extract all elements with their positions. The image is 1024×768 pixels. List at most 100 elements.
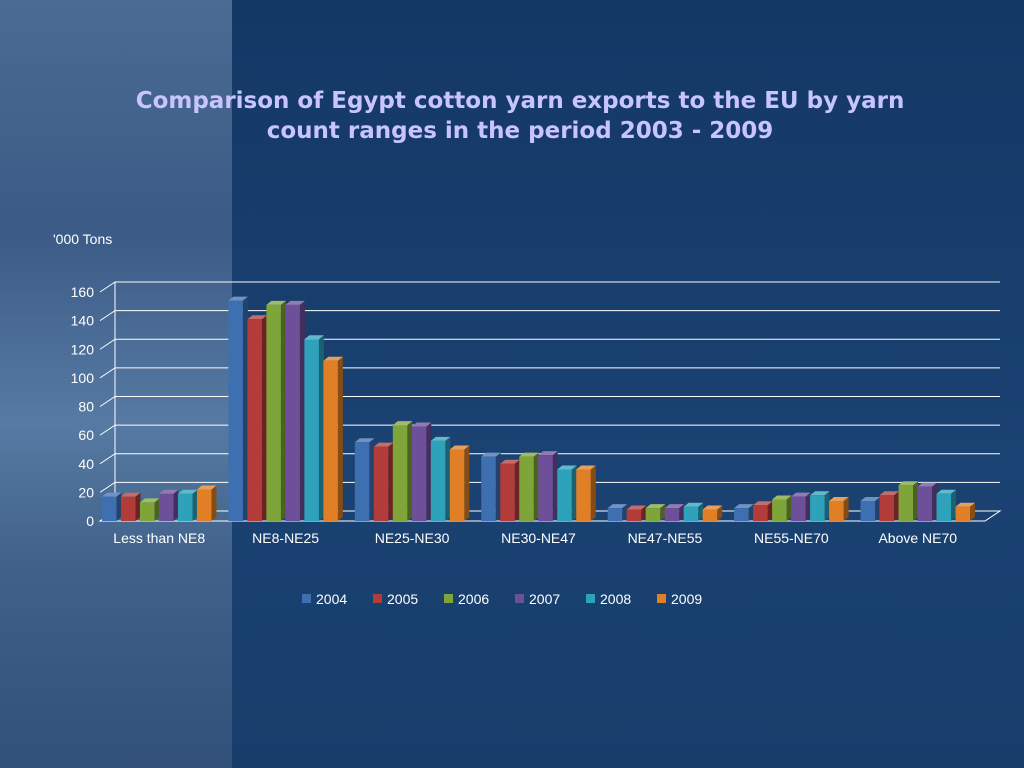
- y-axis-unit-label: '000 Tons: [53, 231, 112, 247]
- category-label: NE25-NE30: [375, 530, 450, 546]
- bar-2009-less-than-ne8: [196, 485, 217, 521]
- y-tick-label: 140: [71, 313, 95, 329]
- bar-2005-ne30-ne47: [500, 459, 520, 521]
- legend-item-2006: 2006: [444, 591, 489, 607]
- bar-side: [280, 300, 286, 521]
- bar-2006-ne47-ne55: [645, 504, 666, 521]
- bar-2007-ne30-ne47: [538, 451, 558, 521]
- bar-top: [576, 465, 596, 470]
- bar-top: [481, 452, 501, 457]
- bar-front: [734, 508, 749, 521]
- bar-2004-above-ne70: [860, 496, 881, 521]
- bar-front: [411, 426, 427, 521]
- bar-2009-above-ne70: [955, 502, 976, 521]
- bar-top: [607, 504, 628, 509]
- bar-top: [196, 485, 217, 490]
- bar-2004-ne55-ne70: [734, 504, 754, 521]
- category-labels: Less than NE8 NE8-NE25 NE25-NE30 NE30-NE47 N…: [113, 530, 957, 546]
- bar-top: [449, 445, 470, 450]
- bar-top: [354, 438, 375, 443]
- bar-2009-ne25-ne30: [449, 445, 470, 521]
- bar-top: [323, 356, 343, 361]
- bar-top: [955, 502, 976, 507]
- bar-top: [917, 482, 938, 487]
- bar-top: [664, 504, 685, 509]
- bar-2008-above-ne70: [936, 489, 957, 521]
- gridline-diagonal: [99, 424, 116, 436]
- bar-2007-ne25-ne30: [411, 422, 432, 521]
- bar-front: [860, 500, 876, 521]
- bar-side: [337, 356, 343, 521]
- bar-2005-ne55-ne70: [753, 501, 773, 521]
- bar-side: [660, 504, 666, 521]
- bar-top: [158, 489, 179, 494]
- bar-2005-ne25-ne30: [373, 442, 394, 521]
- bar-front: [323, 360, 338, 521]
- legend-swatch: [444, 594, 453, 603]
- bar-top: [411, 422, 432, 427]
- bar-front: [772, 499, 787, 521]
- bar-side: [717, 505, 723, 521]
- bar-front: [626, 509, 642, 521]
- bar-front: [354, 442, 370, 521]
- bar-side: [192, 489, 198, 521]
- bar-side: [173, 489, 179, 521]
- bar-2005-ne8-ne25: [247, 315, 267, 521]
- bar-top: [266, 300, 286, 305]
- bar-top: [898, 481, 919, 486]
- bar-2009-ne47-ne55: [702, 505, 723, 521]
- bar-side: [261, 315, 267, 521]
- bar-top: [120, 492, 141, 497]
- bar-side: [843, 496, 849, 521]
- bar-2007-above-ne70: [917, 482, 938, 521]
- bar-top: [177, 489, 198, 494]
- legend: 2004 2005 2006 2007 2008 2009: [302, 591, 702, 607]
- legend-item-2004: 2004: [302, 591, 347, 607]
- category-label: NE47-NE55: [628, 530, 703, 546]
- cotton-photo-background: [0, 0, 232, 768]
- bar-side: [242, 296, 248, 521]
- bar-2007-ne8-ne25: [285, 300, 305, 521]
- gridline-diagonal: [99, 481, 116, 493]
- bar-front: [810, 495, 825, 521]
- bar-2006-ne8-ne25: [266, 300, 286, 521]
- bar-top: [860, 496, 881, 501]
- bar-2005-above-ne70: [879, 491, 900, 521]
- bar-top: [829, 496, 849, 501]
- bar-2009-ne8-ne25: [323, 356, 343, 521]
- legend-label: 2009: [671, 591, 702, 607]
- bar-side: [698, 502, 704, 521]
- legend-swatch: [302, 594, 311, 603]
- bar-2004-ne8-ne25: [228, 296, 248, 521]
- bar-front: [576, 469, 591, 521]
- bar-2004-ne47-ne55: [607, 504, 628, 521]
- bar-side: [426, 422, 432, 521]
- bar-top: [557, 465, 577, 470]
- bar-side: [767, 501, 773, 521]
- bar-side: [514, 459, 520, 521]
- bar-side: [135, 492, 141, 521]
- bar-2008-less-than-ne8: [177, 489, 198, 521]
- gridline-diagonal: [99, 281, 116, 293]
- bar-side: [894, 491, 900, 521]
- y-tick-label: 20: [78, 484, 94, 500]
- bar-front: [285, 304, 300, 521]
- bar-side: [748, 504, 754, 521]
- bar-2005-ne47-ne55: [626, 505, 647, 521]
- bar-side: [369, 438, 375, 521]
- bar-top: [101, 492, 122, 497]
- bar-front: [557, 469, 572, 521]
- bar-top: [702, 505, 723, 510]
- y-tick-label: 160: [71, 284, 95, 300]
- bar-2006-ne30-ne47: [519, 452, 539, 521]
- bar-2008-ne47-ne55: [683, 502, 704, 521]
- bar-2007-ne55-ne70: [791, 492, 811, 521]
- bar-side: [951, 489, 957, 521]
- bar-top: [879, 491, 900, 496]
- bar-2008-ne8-ne25: [304, 335, 324, 521]
- category-label: NE8-NE25: [252, 530, 319, 546]
- bar-side: [116, 492, 122, 521]
- slide-background: [232, 0, 1024, 768]
- y-tick-label: 0: [86, 513, 94, 529]
